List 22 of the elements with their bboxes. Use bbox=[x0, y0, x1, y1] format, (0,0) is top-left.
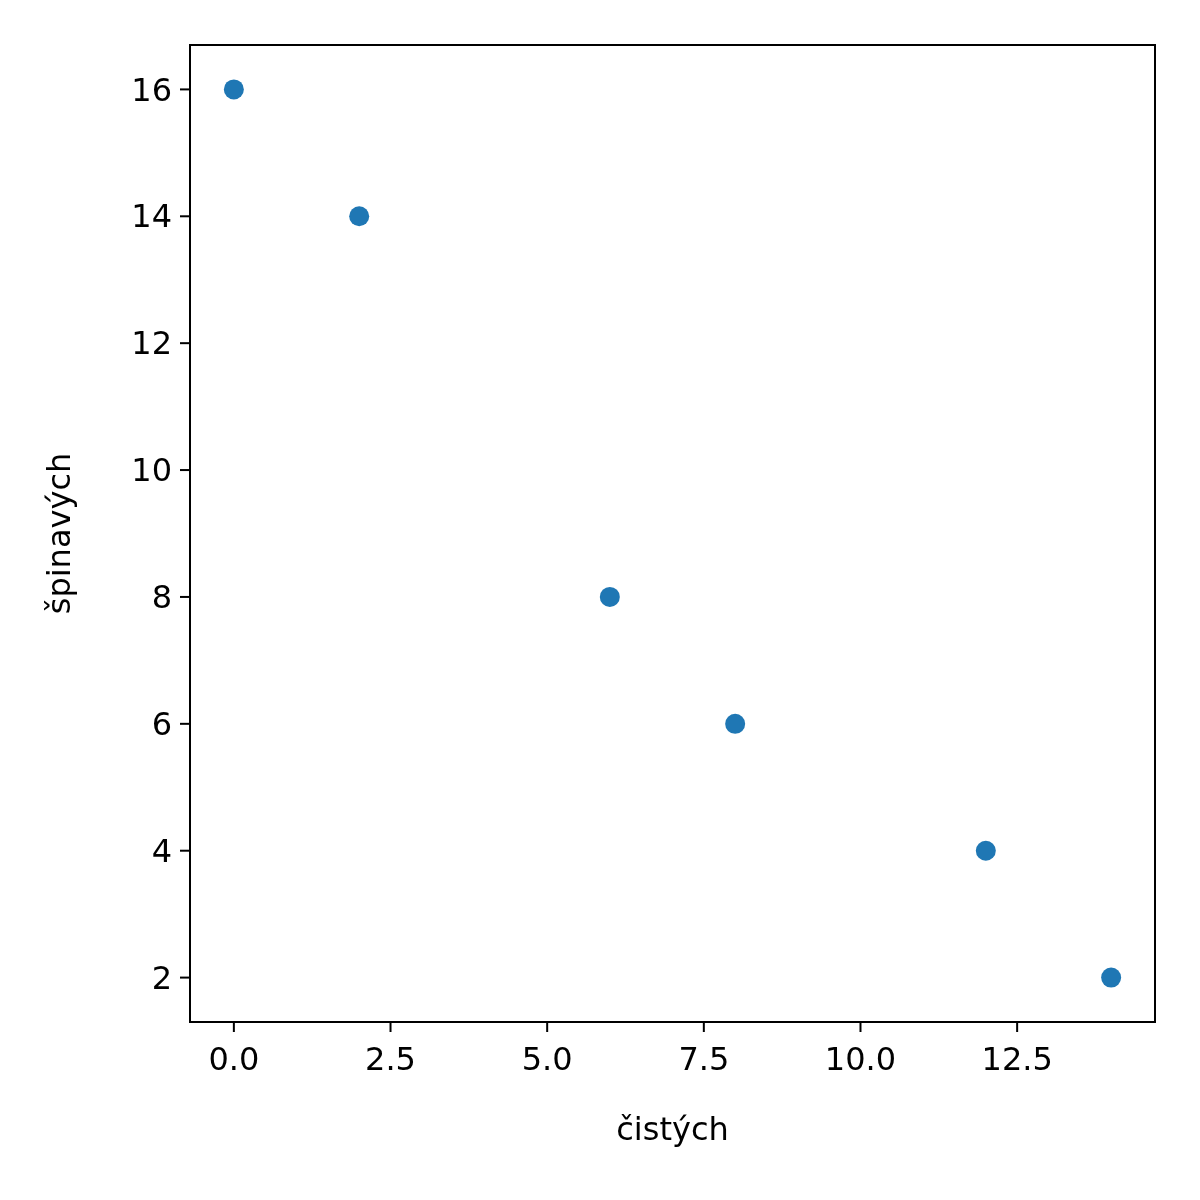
point bbox=[223, 79, 244, 100]
point bbox=[725, 713, 746, 734]
x-axis-title: čistých bbox=[616, 1110, 729, 1148]
y-tick-label: 8 bbox=[151, 578, 172, 617]
y-tick-label: 12 bbox=[131, 324, 172, 363]
y-tick-label: 6 bbox=[151, 705, 172, 744]
y-tick-label: 4 bbox=[151, 831, 172, 870]
y-axis-title: špinavých bbox=[40, 452, 78, 615]
y-tick-label: 10 bbox=[131, 451, 172, 490]
y-tick-label: 16 bbox=[131, 70, 172, 109]
x-tick-label: 5.0 bbox=[521, 1040, 573, 1078]
x-tick-label: 10.0 bbox=[824, 1040, 897, 1078]
x-tick-label: 7.5 bbox=[678, 1040, 730, 1078]
y-tick-label: 14 bbox=[131, 197, 172, 236]
x-tick-label: 0.0 bbox=[208, 1040, 260, 1078]
point bbox=[349, 206, 370, 227]
y-tick-label: 2 bbox=[151, 958, 172, 997]
point bbox=[1101, 967, 1122, 988]
point bbox=[975, 840, 996, 861]
x-tick-label: 2.5 bbox=[365, 1040, 416, 1078]
point bbox=[599, 586, 620, 607]
x-tick-label: 12.5 bbox=[981, 1040, 1053, 1078]
